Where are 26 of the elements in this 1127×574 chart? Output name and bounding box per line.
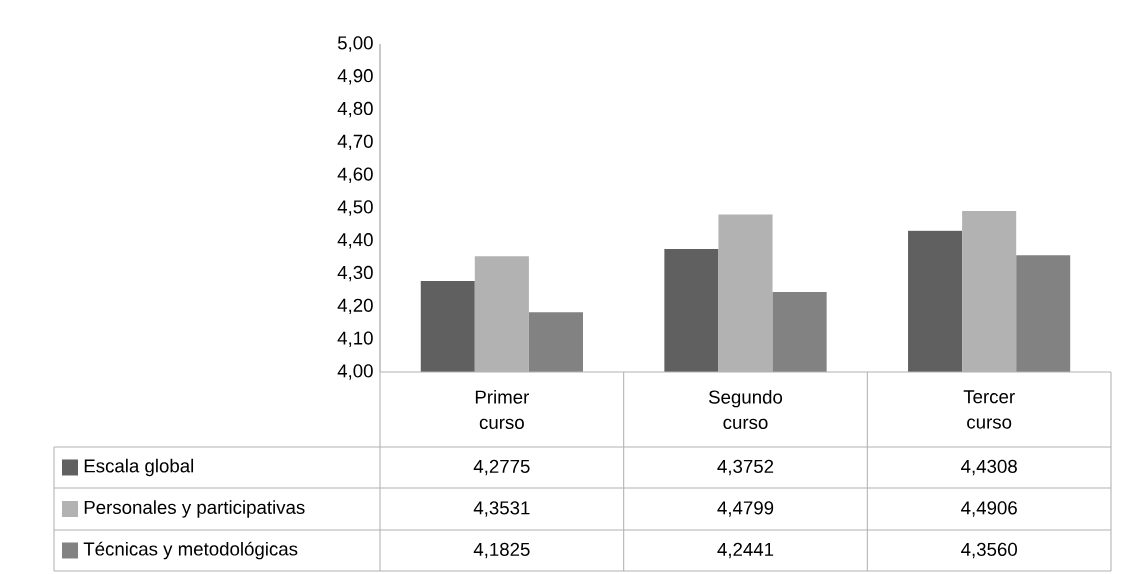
y-tick-label: 4,30 xyxy=(337,265,373,282)
y-tick-label: 4,10 xyxy=(337,331,373,347)
data-label: 4,1825 xyxy=(473,542,530,559)
y-tick-label: 4,00 xyxy=(337,364,373,380)
y-tick-label: 4,20 xyxy=(337,298,373,315)
y-tick-label: 4,60 xyxy=(337,167,373,183)
y-tick-label: 4,40 xyxy=(337,233,373,249)
x-tick-label: Tercer curso xyxy=(963,390,1015,429)
legend-label: Escala global xyxy=(84,458,194,477)
legend-label: Técnicas y metodológicas xyxy=(83,541,298,560)
x-tick-label: Segundo curso xyxy=(708,389,783,430)
data-label: 4,4799 xyxy=(717,501,774,517)
data-label: 4,3531 xyxy=(473,501,530,517)
data-label: 4,3560 xyxy=(961,542,1017,559)
y-tick-label: 4,90 xyxy=(337,69,373,85)
y-tick-label: 4,80 xyxy=(337,101,373,118)
x-tick-label: Primer curso xyxy=(475,389,530,430)
data-label: 4,3752 xyxy=(717,459,774,476)
y-tick-label: 5,00 xyxy=(337,36,373,52)
data-label: 4,2775 xyxy=(473,459,530,476)
data-label: 4,4308 xyxy=(961,459,1017,476)
y-tick-label: 4,70 xyxy=(337,134,373,151)
data-label: 4,2441 xyxy=(717,542,774,559)
legend-label: Personales y participativas xyxy=(84,500,305,518)
y-tick-label: 4,50 xyxy=(337,200,373,216)
data-label: 4,4906 xyxy=(961,501,1017,517)
